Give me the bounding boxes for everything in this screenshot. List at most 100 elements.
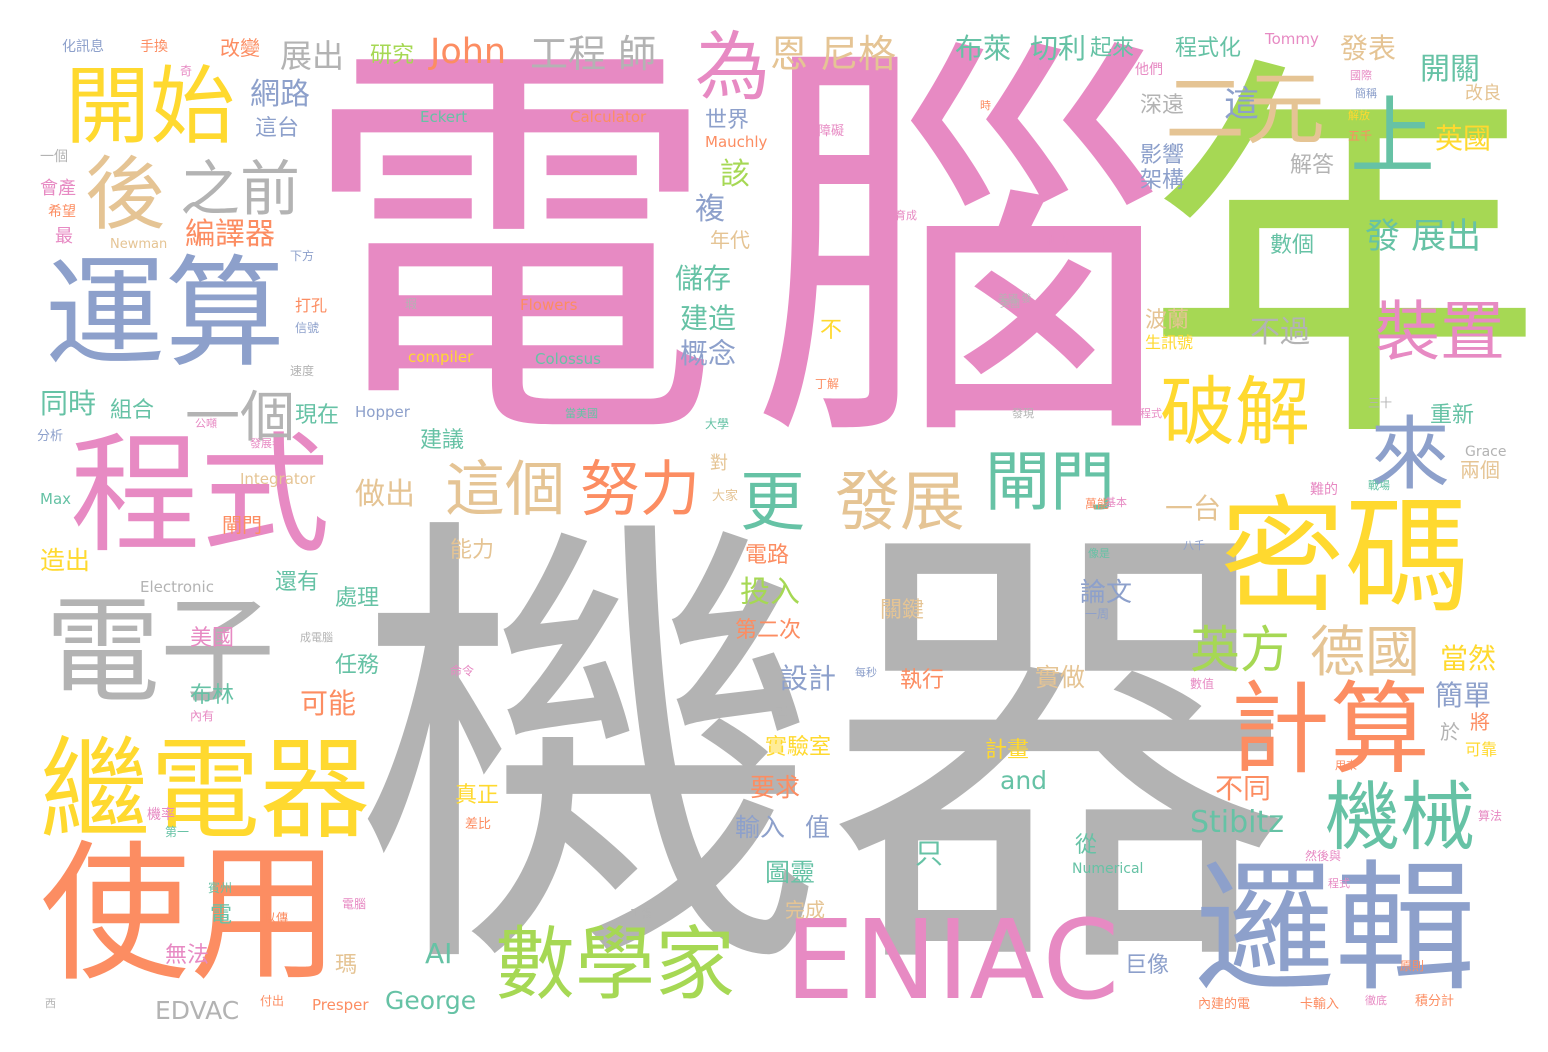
- word-lunwen: 論文: [1080, 578, 1133, 608]
- word-ranhou: 然後與: [1305, 849, 1342, 863]
- word-jiaoyu: 加入: [1097, 233, 1122, 247]
- word-faxian: 發現: [1012, 407, 1034, 420]
- word-shiyanshi: 實驗室: [765, 735, 832, 760]
- word-jiefang: 解放: [1348, 109, 1370, 122]
- word-yunsuan: 運算: [45, 245, 285, 384]
- word-yaoqiu: 要求: [750, 773, 801, 802]
- word-pojie: 破解: [1160, 368, 1311, 456]
- word-zhe2: 差比: [465, 817, 492, 832]
- word-butong: 不同: [1215, 772, 1272, 805]
- word-zhe: 這: [1218, 85, 1258, 120]
- word-dian2: 電: [210, 903, 233, 928]
- word-gongchengshi: 工程 師: [530, 32, 657, 76]
- word-jisuan: 計算: [1230, 671, 1430, 788]
- word-jianzao: 建造: [680, 302, 737, 335]
- word-zhuangzhi: 裝置: [1375, 295, 1506, 370]
- word-fazhanchu: 發 展出: [1365, 217, 1482, 257]
- word-yucheng: 育成: [895, 209, 917, 222]
- word-newman: Newman: [110, 237, 168, 252]
- word-kaishi: 開始: [65, 58, 236, 157]
- word-gainian: 概念: [680, 337, 737, 370]
- word-nuli: 努力: [580, 455, 700, 525]
- word-bianyiqi: 編譯器: [185, 217, 275, 252]
- word-shijie: 世界: [705, 108, 750, 133]
- word-eryuan: 二元: [1165, 63, 1325, 156]
- word-xi: 西: [45, 997, 56, 1010]
- word-wanneng: 萬能: [1085, 497, 1110, 511]
- word-niandai: 年代: [710, 228, 750, 252]
- word-kashuru: 卡輸入: [1300, 997, 1340, 1012]
- word-bolan: 波蘭: [1145, 308, 1190, 333]
- word-colossus: Colossus: [535, 350, 601, 368]
- word-wufa: 無法: [165, 943, 210, 968]
- word-shuzhi: 數值: [1190, 677, 1215, 691]
- word-dui: 對: [710, 453, 728, 474]
- word-mingling: 命令: [450, 664, 475, 678]
- word-yizhou: 一周: [1085, 607, 1110, 621]
- word-sudu: 速度: [290, 364, 315, 378]
- word-jiagou: 架構: [1140, 168, 1185, 193]
- word-jixie: 機械: [1325, 773, 1476, 861]
- word-gongming: 公噸: [195, 417, 217, 430]
- word-yanjiu: 研究: [370, 43, 415, 68]
- word-shuge: 數個: [1270, 233, 1315, 258]
- word-gailv: 機率: [147, 807, 175, 823]
- word-meiguo2: 美國: [1000, 299, 1020, 310]
- word-zhiming: 明寸: [1028, 62, 1050, 75]
- word-diannao-nao: 腦: [750, 5, 1170, 494]
- word-zhuanhua: 以傳: [264, 911, 289, 925]
- word-ci: 瑕: [405, 297, 418, 311]
- word-jiandai: 簡稱: [1355, 87, 1377, 100]
- word-wei: 為: [695, 23, 771, 111]
- word-yong: 用來: [1335, 759, 1357, 772]
- word-zhixing: 執行: [900, 668, 945, 693]
- word-calculator: Calculator: [570, 108, 647, 126]
- word-integrator: Integrator: [240, 470, 316, 488]
- word-edvac: EDVAC: [155, 996, 240, 1025]
- word-fazhan: 發展: [835, 465, 966, 540]
- word-chucun: 儲存: [675, 262, 732, 295]
- word-yitai: 一台: [1165, 492, 1222, 525]
- word-mauchly: Mauchly: [705, 133, 768, 151]
- word-guoji: 國際: [1350, 69, 1372, 82]
- word-sheng: 生訊號: [1145, 333, 1194, 352]
- word-xiafang: 下方: [290, 249, 315, 263]
- word-xiwang: 希望: [48, 204, 76, 220]
- word-compiler: compiler: [408, 348, 474, 366]
- word-fabiao: 發表: [1340, 32, 1397, 65]
- word-tommy: Tommy: [1265, 30, 1319, 48]
- word-meiguo1: 美國: [190, 626, 235, 651]
- word-numerical: Numerical: [1072, 861, 1144, 877]
- word-flowers: Flowers: [520, 296, 578, 314]
- word-zhamen1: 閘門: [985, 445, 1116, 520]
- word-and: and: [1000, 766, 1048, 795]
- word-jifenji: 積分計: [1415, 994, 1455, 1009]
- word-geng: 更: [740, 465, 806, 540]
- word-chengdian: 成電腦: [300, 631, 333, 644]
- word-jiben: 基本: [1105, 496, 1127, 509]
- word-gailiang: 改良: [1465, 83, 1501, 104]
- word-jihua: 計畫: [985, 738, 1030, 763]
- word-neiyou: 內有: [190, 709, 215, 723]
- word-chengshi2: 程式: [1140, 407, 1162, 420]
- word-wanglu: 網路: [250, 77, 310, 112]
- word-yige2: 一個: [40, 149, 68, 165]
- word-kaiguan: 開關: [1420, 52, 1480, 87]
- word-wancheng: 完成: [785, 898, 825, 922]
- word-sanshi: 三十: [1368, 396, 1393, 410]
- word-lai: 來: [1370, 408, 1450, 501]
- word-yuanli: 原則: [1400, 959, 1425, 973]
- word-zui: 最: [55, 226, 73, 247]
- word-jiandan: 簡單: [1435, 679, 1492, 712]
- word-gai: 該: [720, 157, 750, 192]
- word-deguo: 德國: [1310, 620, 1421, 684]
- word-suanfa: 算法: [1478, 809, 1503, 823]
- word-presper: Presper: [312, 996, 369, 1014]
- word-yingxiang: 影響: [1140, 143, 1185, 168]
- word-zhiqian: 之前: [180, 155, 300, 225]
- word-diyi: 第一: [165, 825, 190, 839]
- word-baqian: 八千: [1183, 539, 1205, 552]
- word-john: John: [430, 32, 507, 72]
- word-z3: Z3: [775, 703, 795, 721]
